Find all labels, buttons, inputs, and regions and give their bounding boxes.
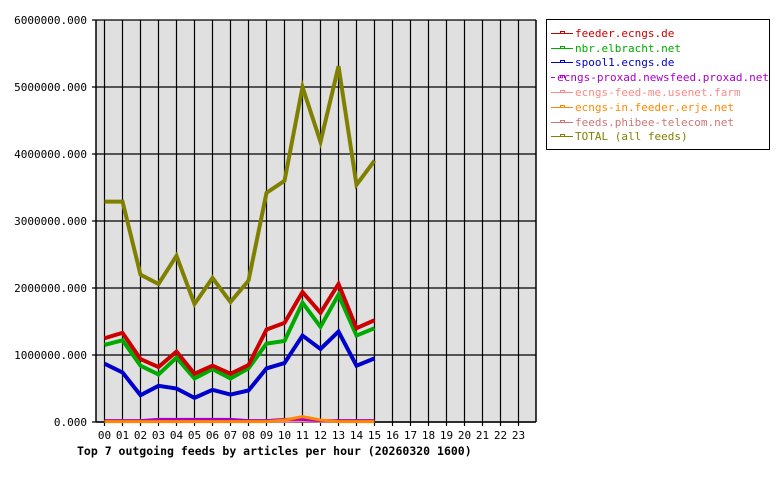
- legend-label: nbr.elbracht.net: [575, 41, 681, 55]
- x-tick-label: 03: [152, 429, 165, 442]
- series-line-1: [103, 290, 376, 381]
- legend-label: feeds.phibee-telecom.net: [575, 115, 734, 129]
- series-line-0: [103, 279, 376, 377]
- grid-lines: [92, 19, 536, 426]
- legend-label: ecngs-in.feeder.erje.net: [575, 100, 734, 114]
- y-tick-label: 3000000.000: [14, 215, 87, 228]
- legend-item: nbr.elbracht.net: [551, 41, 769, 56]
- x-tick-label: 17: [404, 429, 417, 442]
- y-tick-label: 0.000: [54, 416, 87, 429]
- series-line-5: [104, 415, 375, 424]
- x-tick-label: 01: [116, 429, 129, 442]
- x-tick-label: 09: [260, 429, 273, 442]
- legend-item: ecngs-in.feeder.erje.net: [551, 100, 769, 115]
- legend-line-marker-icon: [551, 44, 573, 53]
- x-tick-label: 06: [206, 429, 219, 442]
- series-line-7: [104, 65, 377, 309]
- y-tick-label: 1000000.000: [14, 349, 87, 362]
- x-tick-label: 19: [440, 429, 453, 442]
- legend-line-marker-icon: [551, 73, 566, 82]
- x-tick-label: 10: [278, 429, 291, 442]
- y-tick-label: 4000000.000: [14, 148, 87, 161]
- x-tick-label: 08: [242, 429, 255, 442]
- x-tick-label: 02: [134, 429, 147, 442]
- x-tick-label: 12: [314, 429, 327, 442]
- x-tick-label: 11: [296, 429, 309, 442]
- y-axis-tick-labels: 0.000 1000000.000 2000000.000 3000000.000 40…: [14, 14, 87, 429]
- legend-item: feeder.ecngs.de: [551, 26, 769, 41]
- x-tick-label: 05: [188, 429, 201, 442]
- x-tick-label: 00: [98, 429, 111, 442]
- x-tick-label: 14: [350, 429, 364, 442]
- legend-label: TOTAL (all feeds): [575, 130, 688, 144]
- x-axis-tick-labels: 00 01 02 03 04 05 06 07 08 09 10 11 12 13 14 15 16 17 18 19…: [98, 429, 525, 442]
- x-tick-label: 20: [458, 429, 471, 442]
- legend-line-marker-icon: [551, 88, 573, 97]
- y-tick-label: 5000000.000: [14, 81, 87, 94]
- x-tick-label: 13: [332, 429, 345, 442]
- series-line-2: [103, 328, 376, 401]
- y-tick-label: 2000000.000: [14, 282, 87, 295]
- chart-legend: feeder.ecngs.de nbr.elbracht.net spool1.ec…: [546, 19, 770, 150]
- y-tick-label: 6000000.000: [14, 14, 87, 27]
- x-tick-label: 23: [512, 429, 525, 442]
- legend-item: ecngs-proxad.newsfeed.proxad.net: [551, 70, 769, 85]
- x-tick-label: 07: [224, 429, 237, 442]
- legend-line-marker-icon: [551, 29, 573, 38]
- data-series: [103, 65, 377, 424]
- legend-item: TOTAL (all feeds): [551, 130, 769, 145]
- legend-label: feeder.ecngs.de: [575, 26, 675, 40]
- x-tick-label: 16: [386, 429, 399, 442]
- legend-item: spool1.ecngs.de: [551, 56, 769, 71]
- x-tick-label: 04: [170, 429, 184, 442]
- chart-title: Top 7 outgoing feeds by articles per hou…: [77, 444, 472, 458]
- legend-label: spool1.ecngs.de: [575, 56, 675, 70]
- x-tick-label: 18: [422, 429, 435, 442]
- legend-line-marker-icon: [551, 132, 573, 141]
- x-tick-label: 22: [494, 429, 507, 442]
- x-tick-label: 21: [476, 429, 489, 442]
- x-tick-label: 15: [368, 429, 381, 442]
- legend-item: feeds.phibee-telecom.net: [551, 115, 769, 130]
- legend-line-marker-icon: [551, 118, 573, 127]
- legend-line-marker-icon: [551, 103, 573, 112]
- legend-label: ecngs-feed-me.usenet.farm: [575, 86, 741, 100]
- legend-label: ecngs-proxad.newsfeed.proxad.net: [557, 71, 769, 85]
- legend-line-marker-icon: [551, 58, 573, 67]
- legend-item: ecngs-feed-me.usenet.farm: [551, 85, 769, 100]
